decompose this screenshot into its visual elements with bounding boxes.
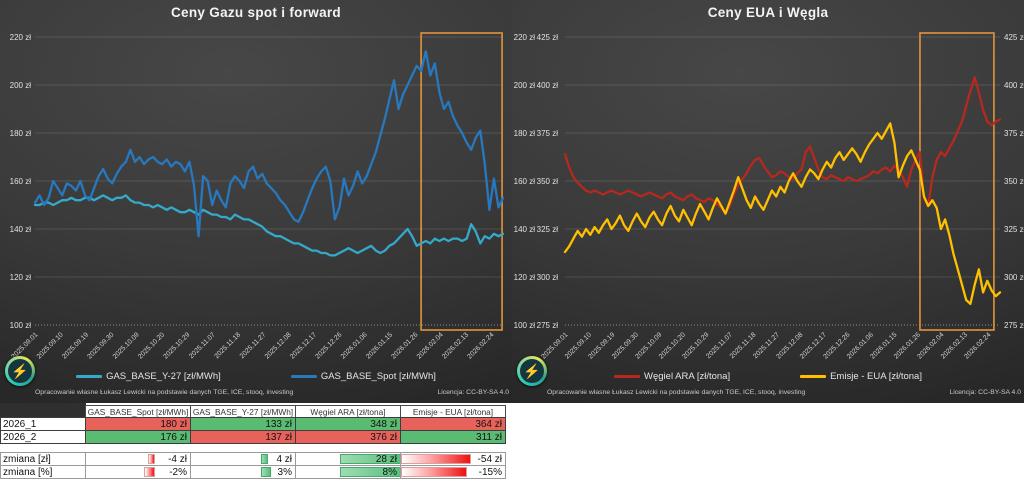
svg-text:2025.10.29: 2025.10.29 <box>162 331 191 360</box>
lewicki-logo: ⚡ <box>5 356 35 386</box>
legend-item: GAS_BASE_Y-27 [zł/MWh] <box>76 371 221 382</box>
row-label: 2026_2 <box>0 430 86 444</box>
table-row: 2026_2 176 zł 137 zł 376 zł 311 zł <box>0 430 506 444</box>
svg-text:2025.11.07: 2025.11.07 <box>188 331 217 360</box>
svg-text:160 zł: 160 zł <box>10 177 32 186</box>
eua-coal-chart-canvas: 220 zł 200 zł 180 zł 160 zł 140 zł 120 zł 100 … <box>514 32 1024 360</box>
svg-text:375 zł: 375 zł <box>537 129 559 138</box>
value-cell: 180 zł <box>85 417 191 431</box>
eua-coal-chart-legend: Węgiel ARA [zł/tona] Emisje - EUA [zł/ton… <box>512 371 1024 382</box>
row-label: zmiana [%] <box>0 465 86 479</box>
legend-item: Węgiel ARA [zł/tona] <box>614 371 730 382</box>
data-bar <box>260 454 268 464</box>
svg-text:220 zł: 220 zł <box>10 33 32 42</box>
series-gas-base-y-27-z-mwh- <box>33 194 505 257</box>
change-cell: -2% <box>85 465 191 479</box>
svg-text:325 zł: 325 zł <box>537 225 559 234</box>
svg-text:425 zł: 425 zł <box>537 33 559 42</box>
svg-text:350 zł: 350 zł <box>1004 177 1024 186</box>
series-gas-base-spot-z-mwh- <box>33 50 505 238</box>
svg-text:2025.11.18: 2025.11.18 <box>213 331 242 360</box>
svg-text:220 zł: 220 zł <box>514 33 536 42</box>
svg-text:180 zł: 180 zł <box>514 129 536 138</box>
table-gap <box>0 444 506 452</box>
svg-text:425 zł: 425 zł <box>1004 33 1024 42</box>
value-cell: 311 zł <box>400 430 506 444</box>
eua-coal-chart-panel: Ceny EUA i Węgla 220 zł 200 zł 180 zł 160 z… <box>512 0 1024 403</box>
change-cell: 3% <box>190 465 296 479</box>
data-bar <box>401 467 468 477</box>
change-cell: 28 zł <box>295 452 401 466</box>
svg-text:180 zł: 180 zł <box>10 129 32 138</box>
table-corner-backdrop <box>0 403 86 418</box>
svg-text:275 zł: 275 zł <box>537 321 559 330</box>
gas-chart-title: Ceny Gazu spot i forward <box>171 5 341 20</box>
lightning-icon: ⚡ <box>523 363 541 379</box>
table-header-row: GAS_BASE_Spot [zł/MWh] GAS_BASE_Y-27 [zł/… <box>0 405 506 418</box>
change-cell: -15% <box>400 465 506 479</box>
svg-text:200 zł: 200 zł <box>10 81 32 90</box>
highlight-period-box <box>919 32 995 331</box>
svg-text:100 zł: 100 zł <box>10 321 32 330</box>
svg-text:140 zł: 140 zł <box>514 225 536 234</box>
change-cell: -54 zł <box>400 452 506 466</box>
license-note: Licencja: CC-BY-SA 4.0 <box>437 389 509 396</box>
value-cell: 176 zł <box>85 430 191 444</box>
legend-item: Emisje - EUA [zł/tona] <box>800 371 922 382</box>
source-note: Opracowanie własne Łukasz Lewicki na pod… <box>35 389 294 396</box>
svg-text:275 zł: 275 zł <box>1004 321 1024 330</box>
value-cell: 364 zł <box>400 417 506 431</box>
svg-text:400 zł: 400 zł <box>537 81 559 90</box>
legend-swatch <box>614 375 641 378</box>
value-cell: 348 zł <box>295 417 401 431</box>
svg-text:375 zł: 375 zł <box>1004 129 1024 138</box>
row-label: zmiana [zł] <box>0 452 86 466</box>
gas-chart-canvas: 220 zł 200 zł 180 zł 160 zł 140 zł 120 zł 100 … <box>10 32 505 360</box>
data-bar <box>401 454 471 464</box>
data-bar <box>148 454 155 464</box>
svg-text:350 zł: 350 zł <box>537 177 559 186</box>
svg-text:400 zł: 400 zł <box>1004 81 1024 90</box>
legend-swatch <box>76 375 103 378</box>
value-cell: 376 zł <box>295 430 401 444</box>
svg-text:2026.02.24: 2026.02.24 <box>466 331 495 360</box>
gas-chart-panel: Ceny Gazu spot i forward 220 zł 200 zł 180… <box>0 0 512 403</box>
change-cell: 8% <box>295 465 401 479</box>
gas-chart-legend: GAS_BASE_Y-27 [zł/MWh] GAS_BASE_Spot [zł/… <box>0 371 512 382</box>
data-bar <box>260 467 271 477</box>
value-cell: 137 zł <box>190 430 296 444</box>
table-row: 2026_1 180 zł 133 zł 348 zł 364 zł <box>0 417 506 431</box>
license-note: Licencja: CC-BY-SA 4.0 <box>949 389 1021 396</box>
legend-swatch <box>800 375 827 378</box>
lightning-icon: ⚡ <box>11 363 29 379</box>
row-label: 2026_1 <box>0 417 86 431</box>
value-cell: 133 zł <box>190 417 296 431</box>
source-note: Opracowanie własne Łukasz Lewicki na pod… <box>547 389 806 396</box>
svg-text:100 zł: 100 zł <box>514 321 536 330</box>
svg-text:200 zł: 200 zł <box>514 81 536 90</box>
legend-item: GAS_BASE_Spot [zł/MWh] <box>290 371 436 382</box>
lewicki-logo: ⚡ <box>517 356 547 386</box>
change-cell: -4 zł <box>85 452 191 466</box>
svg-text:160 zł: 160 zł <box>514 177 536 186</box>
svg-text:300 zł: 300 zł <box>1004 273 1024 282</box>
change-cell: 4 zł <box>190 452 296 466</box>
svg-text:300 zł: 300 zł <box>537 273 559 282</box>
svg-text:120 zł: 120 zł <box>514 273 536 282</box>
svg-text:325 zł: 325 zł <box>1004 225 1024 234</box>
table-change-row: zmiana [zł] -4 zł 4 zł 28 zł -54 zł <box>0 452 506 466</box>
svg-text:120 zł: 120 zł <box>10 273 32 282</box>
eua-coal-chart-title: Ceny EUA i Węgla <box>707 5 829 20</box>
svg-text:140 zł: 140 zł <box>10 225 32 234</box>
series-emisje-eua-z-tona- <box>563 122 1002 306</box>
legend-swatch <box>290 375 317 378</box>
series-w-giel-ara-z-tona- <box>563 76 1002 215</box>
data-bar <box>144 467 155 477</box>
table-change-row: zmiana [%] -2% 3% 8% -15% <box>0 465 506 479</box>
highlight-period-box <box>420 32 503 331</box>
summary-table: GAS_BASE_Spot [zł/MWh] GAS_BASE_Y-27 [zł/… <box>0 405 506 479</box>
